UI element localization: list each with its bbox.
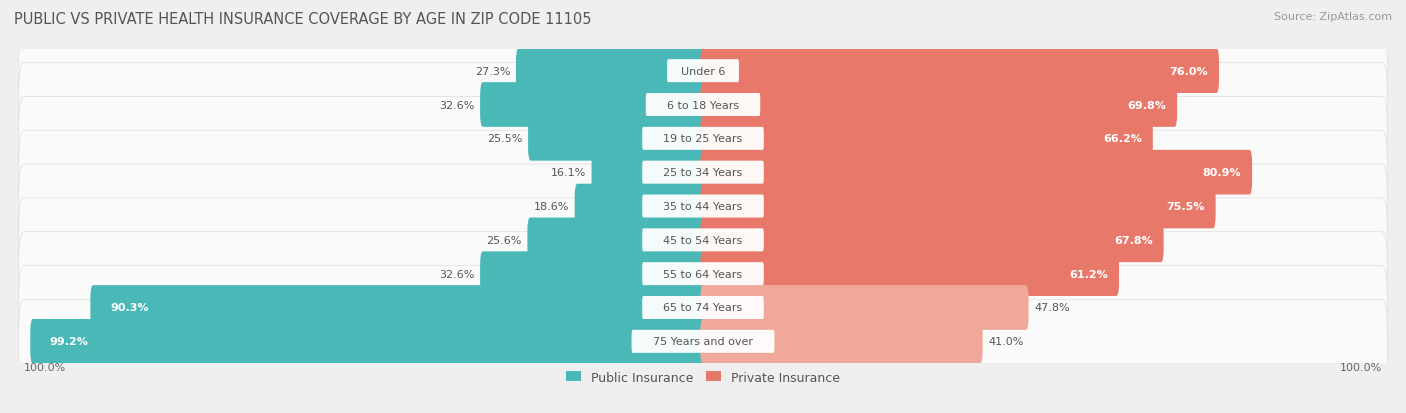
FancyBboxPatch shape <box>700 150 1253 195</box>
FancyBboxPatch shape <box>645 94 761 117</box>
Text: 16.1%: 16.1% <box>551 168 586 178</box>
Text: PUBLIC VS PRIVATE HEALTH INSURANCE COVERAGE BY AGE IN ZIP CODE 11105: PUBLIC VS PRIVATE HEALTH INSURANCE COVER… <box>14 12 592 27</box>
FancyBboxPatch shape <box>18 131 1388 215</box>
FancyBboxPatch shape <box>18 198 1388 282</box>
FancyBboxPatch shape <box>700 252 1119 296</box>
FancyBboxPatch shape <box>700 184 1216 229</box>
FancyBboxPatch shape <box>631 330 775 353</box>
Text: 69.8%: 69.8% <box>1128 100 1167 110</box>
FancyBboxPatch shape <box>700 49 1219 94</box>
Text: 61.2%: 61.2% <box>1070 269 1108 279</box>
Text: 6 to 18 Years: 6 to 18 Years <box>666 100 740 110</box>
FancyBboxPatch shape <box>529 117 706 161</box>
FancyBboxPatch shape <box>527 218 706 263</box>
Text: 32.6%: 32.6% <box>439 100 475 110</box>
Text: 65 to 74 Years: 65 to 74 Years <box>664 303 742 313</box>
Text: Under 6: Under 6 <box>681 66 725 76</box>
Text: 100.0%: 100.0% <box>24 362 66 372</box>
FancyBboxPatch shape <box>666 60 740 83</box>
Text: 25.5%: 25.5% <box>488 134 523 144</box>
FancyBboxPatch shape <box>516 49 706 94</box>
Text: 25 to 34 Years: 25 to 34 Years <box>664 168 742 178</box>
Text: 99.2%: 99.2% <box>49 337 89 347</box>
FancyBboxPatch shape <box>575 184 706 229</box>
FancyBboxPatch shape <box>18 300 1388 383</box>
FancyBboxPatch shape <box>18 232 1388 316</box>
FancyBboxPatch shape <box>479 252 706 296</box>
Text: 80.9%: 80.9% <box>1202 168 1241 178</box>
FancyBboxPatch shape <box>643 161 763 184</box>
FancyBboxPatch shape <box>31 319 706 364</box>
Text: 47.8%: 47.8% <box>1033 303 1070 313</box>
Text: 41.0%: 41.0% <box>988 337 1024 347</box>
Text: 19 to 25 Years: 19 to 25 Years <box>664 134 742 144</box>
FancyBboxPatch shape <box>643 128 763 150</box>
Text: 27.3%: 27.3% <box>475 66 510 76</box>
FancyBboxPatch shape <box>592 150 706 195</box>
FancyBboxPatch shape <box>18 165 1388 248</box>
Text: 66.2%: 66.2% <box>1104 134 1142 144</box>
FancyBboxPatch shape <box>643 195 763 218</box>
FancyBboxPatch shape <box>18 97 1388 181</box>
Text: 25.6%: 25.6% <box>486 235 522 245</box>
Text: 32.6%: 32.6% <box>439 269 475 279</box>
Text: 18.6%: 18.6% <box>534 202 569 211</box>
Text: 55 to 64 Years: 55 to 64 Years <box>664 269 742 279</box>
FancyBboxPatch shape <box>700 218 1164 263</box>
FancyBboxPatch shape <box>479 83 706 128</box>
FancyBboxPatch shape <box>643 296 763 319</box>
FancyBboxPatch shape <box>18 30 1388 113</box>
FancyBboxPatch shape <box>18 64 1388 147</box>
FancyBboxPatch shape <box>700 117 1153 161</box>
Text: 67.8%: 67.8% <box>1114 235 1153 245</box>
Text: 76.0%: 76.0% <box>1170 66 1208 76</box>
Legend: Public Insurance, Private Insurance: Public Insurance, Private Insurance <box>561 366 845 389</box>
FancyBboxPatch shape <box>700 83 1177 128</box>
Text: 75 Years and over: 75 Years and over <box>652 337 754 347</box>
FancyBboxPatch shape <box>700 285 1029 330</box>
Text: 75.5%: 75.5% <box>1167 202 1205 211</box>
FancyBboxPatch shape <box>643 263 763 285</box>
Text: 100.0%: 100.0% <box>1340 362 1382 372</box>
FancyBboxPatch shape <box>700 319 983 364</box>
FancyBboxPatch shape <box>18 266 1388 349</box>
FancyBboxPatch shape <box>90 285 706 330</box>
Text: 45 to 54 Years: 45 to 54 Years <box>664 235 742 245</box>
FancyBboxPatch shape <box>643 229 763 252</box>
Text: Source: ZipAtlas.com: Source: ZipAtlas.com <box>1274 12 1392 22</box>
Text: 35 to 44 Years: 35 to 44 Years <box>664 202 742 211</box>
Text: 90.3%: 90.3% <box>110 303 149 313</box>
